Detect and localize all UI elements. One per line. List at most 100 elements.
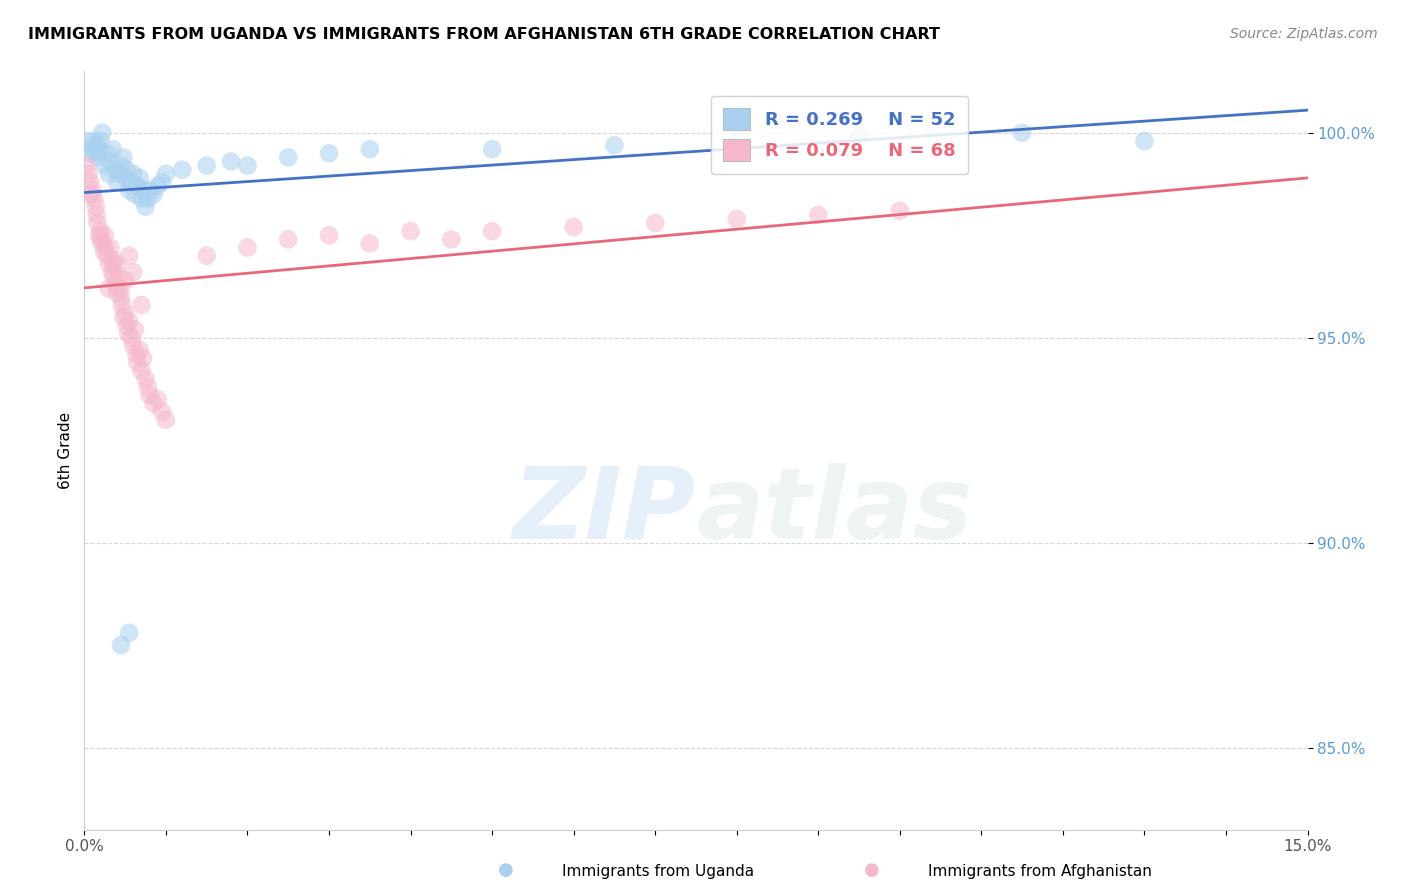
Text: ●: ● [863, 861, 880, 879]
Point [84, 200, 107, 214]
Point [122, 265, 145, 279]
Point [125, 347, 148, 361]
Point [100, 154, 122, 169]
Point [105, 285, 128, 300]
Point [86, 208, 108, 222]
Point [132, 183, 155, 197]
Point [195, 249, 218, 263]
Point [135, 372, 157, 386]
Point [172, 162, 194, 177]
Legend: R = 0.269    N = 52, R = 0.079    N = 68: R = 0.269 N = 52, R = 0.079 N = 68 [710, 95, 969, 174]
Point [136, 191, 159, 205]
Point [105, 175, 128, 189]
Point [97, 282, 120, 296]
Point [142, 187, 165, 202]
Point [93, 244, 115, 259]
Point [135, 200, 157, 214]
Point [318, 228, 340, 243]
Point [91, 126, 114, 140]
Point [91, 236, 114, 251]
Point [150, 404, 173, 418]
Point [121, 175, 143, 189]
Point [86, 150, 108, 164]
Point [101, 252, 124, 267]
Point [104, 277, 127, 292]
Point [111, 298, 134, 312]
Point [128, 343, 150, 357]
Point [90, 224, 112, 238]
Point [115, 162, 138, 177]
Point [277, 150, 299, 164]
Point [93, 159, 115, 173]
Point [848, 130, 870, 145]
Point [110, 638, 132, 652]
Point [100, 241, 122, 255]
Point [236, 159, 259, 173]
Point [114, 170, 136, 185]
Point [138, 183, 160, 197]
Point [101, 265, 124, 279]
Point [142, 396, 165, 410]
Point [131, 191, 153, 205]
Point [79, 175, 101, 189]
Point [118, 314, 141, 328]
Point [84, 146, 107, 161]
Point [481, 142, 503, 156]
Point [146, 392, 169, 407]
Point [110, 290, 132, 304]
Text: IMMIGRANTS FROM UGANDA VS IMMIGRANTS FROM AFGHANISTAN 6TH GRADE CORRELATION CHAR: IMMIGRANTS FROM UGANDA VS IMMIGRANTS FRO… [28, 27, 941, 42]
Point [150, 175, 173, 189]
Point [440, 232, 463, 246]
Point [1011, 126, 1033, 140]
Point [807, 208, 830, 222]
Point [117, 326, 139, 341]
Text: Immigrants from Uganda: Immigrants from Uganda [562, 863, 755, 879]
Point [725, 134, 748, 148]
Point [110, 282, 132, 296]
Point [127, 179, 149, 194]
Point [603, 138, 626, 153]
Point [115, 318, 138, 333]
Point [146, 179, 169, 194]
Point [725, 211, 748, 226]
Point [103, 269, 125, 284]
Text: atlas: atlas [696, 463, 973, 559]
Point [77, 167, 100, 181]
Point [131, 363, 153, 377]
Point [101, 257, 124, 271]
Point [889, 203, 911, 218]
Point [644, 216, 666, 230]
Point [155, 167, 177, 181]
Point [118, 625, 141, 640]
Point [359, 142, 381, 156]
Point [97, 257, 120, 271]
Point [122, 167, 145, 181]
Point [96, 249, 118, 263]
Point [83, 134, 105, 148]
Point [131, 298, 153, 312]
Point [110, 159, 132, 173]
Text: ●: ● [498, 861, 515, 879]
Point [128, 170, 150, 185]
Point [90, 232, 112, 246]
Point [136, 380, 159, 394]
Point [104, 162, 127, 177]
Point [114, 306, 136, 320]
Point [124, 322, 146, 336]
Point [277, 232, 299, 246]
Point [195, 159, 218, 173]
Point [107, 167, 129, 181]
Point [112, 310, 135, 325]
Point [86, 138, 108, 153]
Point [101, 142, 124, 156]
Point [236, 241, 259, 255]
Point [121, 331, 143, 345]
Point [87, 228, 110, 243]
Point [83, 191, 105, 205]
Point [97, 167, 120, 181]
Point [87, 142, 110, 156]
Point [112, 150, 135, 164]
Y-axis label: 6th Grade: 6th Grade [58, 412, 73, 489]
Point [118, 183, 141, 197]
Point [82, 183, 104, 197]
